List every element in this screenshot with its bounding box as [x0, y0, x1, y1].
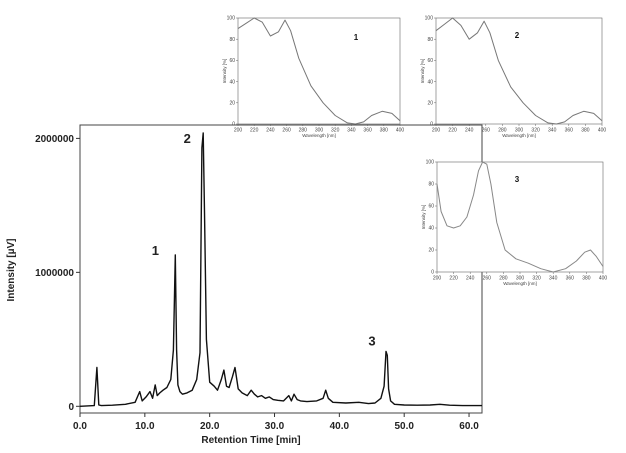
- inset-x-tick-label: 340: [347, 128, 356, 134]
- peak-label: 1: [152, 243, 159, 258]
- main-chromatogram: 0 1000000 2000000 0.0 10.0 20.0 30.0 40.0 50.0 60…: [6, 124, 483, 446]
- inset-x-tick-label: 240: [466, 276, 475, 282]
- inset-y-tick-label: 100: [426, 160, 435, 166]
- inset-y-tick-label: 0: [232, 122, 235, 128]
- uv-spectrum-trace: [435, 17, 603, 125]
- inset-x-tick-label: 300: [515, 128, 524, 134]
- inset-x-tick-label: 360: [363, 128, 372, 134]
- inset-x-tick-label: 260: [483, 276, 492, 282]
- inset-y-axis-label: Intensity [%]: [222, 59, 227, 84]
- uv-spectrum-trace: [237, 17, 401, 125]
- inset-x-axis-label: Wavelength [nm]: [302, 133, 336, 138]
- chromatogram-trace: [79, 132, 482, 407]
- inset-y-tick-label: 80: [427, 37, 433, 43]
- inset-y-tick-label: 20: [428, 248, 434, 254]
- inset-x-tick-label: 380: [582, 276, 591, 282]
- inset-x-tick-label: 320: [531, 128, 540, 134]
- uv-spectrum-trace: [436, 161, 604, 273]
- inset-x-tick-label: 240: [266, 128, 275, 134]
- inset-y-tick-label: 40: [428, 226, 434, 232]
- inset-x-tick-label: 280: [299, 128, 308, 134]
- inset-y-tick-label: 100: [425, 16, 434, 22]
- y-axis-label: Intensity [µV]: [6, 239, 17, 302]
- uv-spectrum-inset-2: 0 20 40 60 80 100 200 220 240 260 280 300 320 340 360 3…: [420, 16, 606, 138]
- inset-x-tick-label: 360: [566, 276, 575, 282]
- inset-x-tick-label: 380: [581, 128, 590, 134]
- inset-frame: [237, 17, 401, 125]
- peak-label: 3: [368, 333, 375, 348]
- inset-x-tick-label: 200: [432, 128, 441, 134]
- inset-x-tick-label: 340: [549, 276, 558, 282]
- x-axis-label: Retention Time [min]: [201, 435, 300, 446]
- y-tick-label: 1000000: [35, 268, 74, 279]
- inset-x-axis-label: Wavelength [nm]: [503, 281, 537, 286]
- inset-y-tick-label: 40: [427, 79, 433, 85]
- inset-y-tick-label: 80: [229, 37, 235, 43]
- y-tick-label: 0: [68, 402, 74, 413]
- x-tick-label: 0.0: [73, 421, 87, 432]
- inset-y-tick-label: 0: [430, 122, 433, 128]
- plot-frame: [79, 124, 483, 414]
- y-tick-label: 2000000: [35, 134, 74, 145]
- inset-x-tick-label: 360: [565, 128, 574, 134]
- inset-x-tick-label: 340: [548, 128, 557, 134]
- inset-y-tick-label: 60: [427, 58, 433, 64]
- inset-x-tick-label: 200: [234, 128, 243, 134]
- x-tick-label: 50.0: [394, 421, 414, 432]
- inset-x-tick-label: 400: [598, 128, 607, 134]
- inset-x-tick-label: 280: [499, 276, 508, 282]
- uv-spectrum-inset-1: 0 20 40 60 80 100 200 220 240 260 280 300 320 340 360 3…: [222, 16, 404, 138]
- inset-x-tick-label: 260: [482, 128, 491, 134]
- inset-x-axis-label: Wavelength [nm]: [502, 133, 536, 138]
- inset-x-tick-label: 300: [516, 276, 525, 282]
- inset-y-axis-label: Intensity [%]: [420, 59, 425, 84]
- peak-label: 2: [184, 131, 191, 146]
- inset-x-tick-label: 380: [380, 128, 389, 134]
- inset-y-tick-label: 100: [227, 16, 236, 22]
- inset-x-tick-label: 320: [331, 128, 340, 134]
- x-tick-label: 30.0: [265, 421, 285, 432]
- inset-y-tick-label: 20: [427, 101, 433, 107]
- inset-y-tick-label: 40: [229, 79, 235, 85]
- inset-x-tick-label: 300: [315, 128, 324, 134]
- inset-number-label: 1: [354, 33, 359, 42]
- x-tick-label: 60.0: [459, 421, 479, 432]
- inset-y-tick-label: 0: [431, 270, 434, 276]
- inset-x-tick-label: 400: [599, 276, 608, 282]
- inset-frame: [435, 17, 603, 125]
- inset-number-label: 2: [515, 31, 520, 40]
- inset-y-tick-label: 20: [229, 101, 235, 107]
- inset-x-tick-label: 220: [449, 276, 458, 282]
- inset-y-tick-label: 60: [229, 58, 235, 64]
- inset-frame: [436, 161, 604, 273]
- uv-spectrum-inset-3: 0 20 40 60 80 100 200 220 240 260 280 300 320 340 360 3…: [421, 160, 607, 286]
- inset-x-tick-label: 200: [433, 276, 442, 282]
- x-tick-label: 10.0: [135, 421, 155, 432]
- inset-x-tick-label: 400: [396, 128, 405, 134]
- inset-y-tick-label: 80: [428, 182, 434, 188]
- inset-x-tick-label: 280: [498, 128, 507, 134]
- inset-y-axis-label: Intensity [%]: [421, 205, 426, 230]
- x-tick-label: 20.0: [200, 421, 220, 432]
- inset-x-tick-label: 240: [465, 128, 474, 134]
- inset-x-tick-label: 260: [282, 128, 291, 134]
- inset-x-tick-label: 320: [532, 276, 541, 282]
- inset-number-label: 3: [515, 175, 520, 184]
- x-tick-label: 40.0: [330, 421, 350, 432]
- inset-x-tick-label: 220: [250, 128, 259, 134]
- inset-x-tick-label: 220: [448, 128, 457, 134]
- inset-y-tick-label: 60: [428, 204, 434, 210]
